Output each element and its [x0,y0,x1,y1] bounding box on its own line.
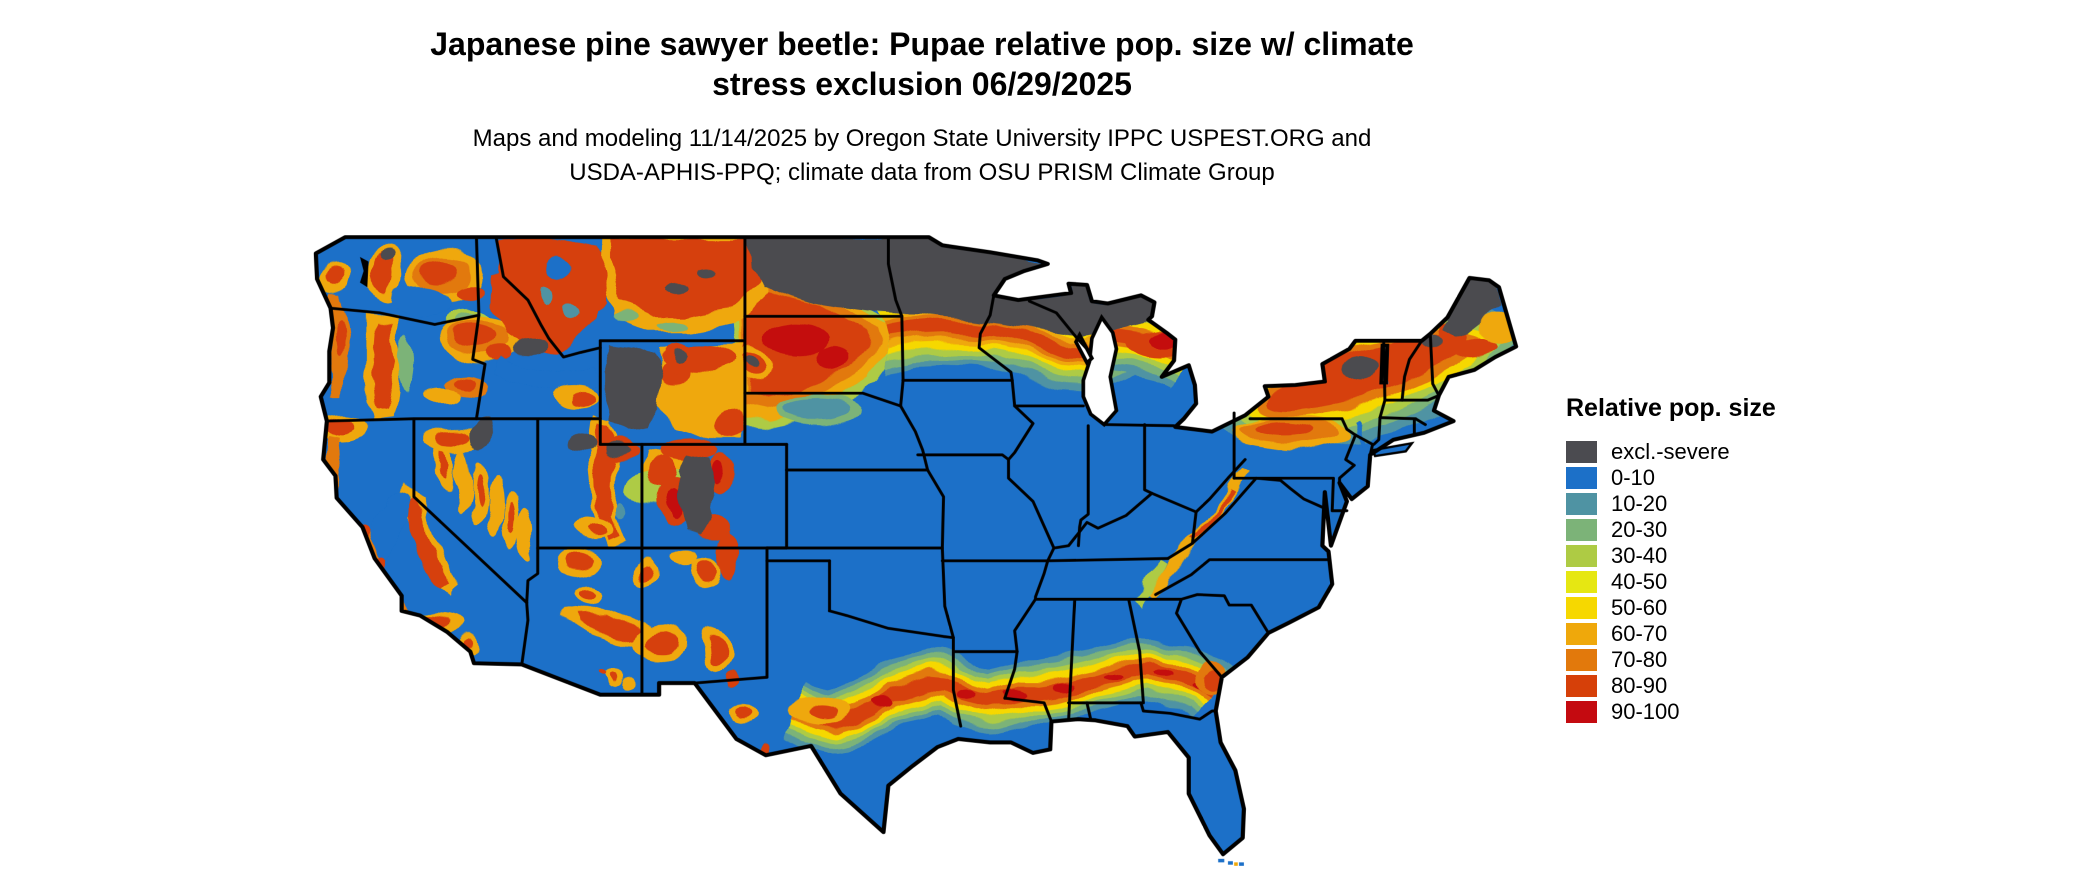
legend-label: 30-40 [1611,543,1668,568]
us-map-svg [306,222,1532,866]
map-title-line2: stress exclusion 06/29/2025 [712,66,1132,102]
legend-label: 90-100 [1611,699,1680,724]
legend-swatch [1566,649,1597,671]
legend-item: 20-30 [1566,517,1776,543]
legend-swatch [1566,623,1597,645]
puget-sound [359,256,369,288]
map-title: Japanese pine sawyer beetle: Pupae relat… [0,24,1844,104]
state-borders [325,235,1441,728]
legend-item: 60-70 [1566,621,1776,647]
legend-swatch [1566,441,1597,463]
us-map [306,222,1532,874]
legend-label: 50-60 [1611,595,1668,620]
legend-label: 60-70 [1611,621,1668,646]
legend-item: 70-80 [1566,647,1776,673]
map-subtitle: Maps and modeling 11/14/2025 by Oregon S… [0,122,1844,190]
legend-swatch [1566,493,1597,515]
legend-swatch [1566,545,1597,567]
legend-swatch [1566,701,1597,723]
legend-swatch [1566,519,1597,541]
map-subtitle-line1: Maps and modeling 11/14/2025 by Oregon S… [472,125,1372,152]
legend-item: 0-10 [1566,465,1776,491]
legend: Relative pop. size excl.-severe 0-10 10-20… [1566,394,1776,725]
map-title-line1: Japanese pine sawyer beetle: Pupae relat… [430,26,1414,62]
legend-label: 80-90 [1611,673,1668,698]
legend-swatch [1566,597,1597,619]
map-subtitle-line2: USDA-APHIS-PPQ; climate data from OSU PR… [569,159,1275,186]
legend-item: 80-90 [1566,673,1776,699]
florida-keys [1218,858,1244,866]
legend-swatch [1566,467,1597,489]
legend-label: 20-30 [1611,517,1668,542]
legend-item: 50-60 [1566,595,1776,621]
legend-item: 40-50 [1566,569,1776,595]
legend-item: 30-40 [1566,543,1776,569]
legend-item: excl.-severe [1566,439,1776,465]
legend-item: 90-100 [1566,699,1776,725]
legend-label: 40-50 [1611,569,1668,594]
legend-swatch [1566,571,1597,593]
legend-label: 70-80 [1611,647,1668,672]
legend-label: 10-20 [1611,491,1668,516]
legend-label: 0-10 [1611,465,1656,490]
legend-title: Relative pop. size [1566,394,1776,422]
legend-swatch [1566,675,1597,697]
legend-item: 10-20 [1566,491,1776,517]
legend-items: excl.-severe 0-10 10-20 20-30 30-40 40-50 50-6… [1566,439,1776,725]
legend-label: excl.-severe [1611,439,1730,464]
